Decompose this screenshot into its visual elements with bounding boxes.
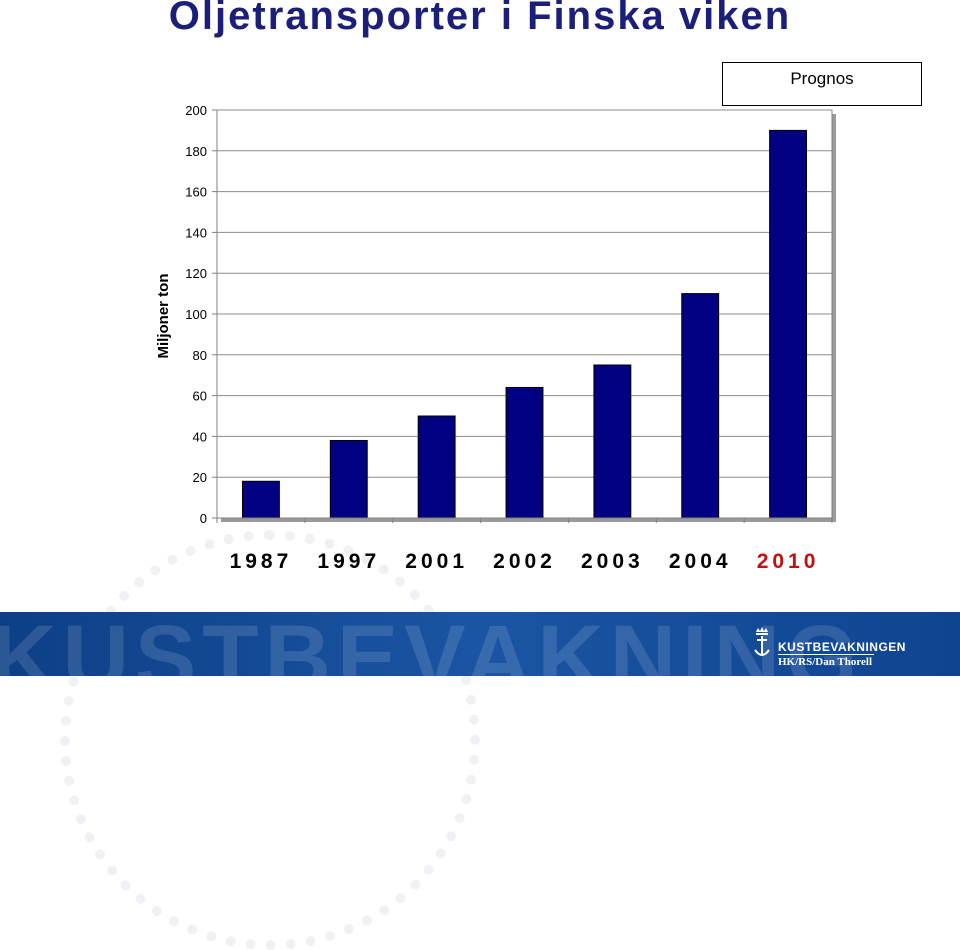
x-tick-label-1987: 1987 <box>230 550 293 573</box>
y-tick-label: 80 <box>193 348 207 363</box>
bar-2002 <box>505 386 544 519</box>
credit-text: HK/RS/Dan Thorell <box>778 656 873 668</box>
bar-chart: 0 20 40 60 80 100 120 140 160 180 200 1987 1997 2001… <box>185 103 836 573</box>
prognos-box: Prognos <box>722 62 922 106</box>
prognos-label: Prognos <box>790 69 854 88</box>
bar-2003 <box>593 364 632 519</box>
y-tick-label: 0 <box>200 511 207 526</box>
y-tick-label: 180 <box>185 144 207 159</box>
x-tick-label-2004: 2004 <box>669 550 732 573</box>
x-tick-label-2001: 2001 <box>405 550 468 573</box>
bar-2001 <box>417 415 456 519</box>
y-tick-label: 40 <box>193 429 207 444</box>
y-tick-label: 100 <box>185 307 207 322</box>
bar-1987 <box>241 480 280 519</box>
bar-2010 <box>769 129 808 519</box>
logo-divider <box>778 654 874 655</box>
x-tick-label-2010: 2010 <box>757 550 820 573</box>
y-tick-label: 140 <box>185 225 207 240</box>
footer-watermark: KUSTBEVAKNING <box>0 612 864 676</box>
x-tick-label-2002: 2002 <box>493 550 556 573</box>
y-tick-label: 60 <box>193 389 207 404</box>
x-tick-label-2003: 2003 <box>581 550 644 573</box>
bar-2004 <box>681 293 720 519</box>
logo-name: KUSTBEVAKNINGEN <box>778 640 906 654</box>
x-tick-label-1997: 1997 <box>317 550 380 573</box>
bar-1997 <box>329 439 368 519</box>
y-tick-label: 120 <box>185 266 207 281</box>
crown-anchor-icon <box>754 627 770 656</box>
y-tick-label: 160 <box>185 185 207 200</box>
logo-block: KUSTBEVAKNINGEN HK/RS/Dan Thorell <box>752 626 952 670</box>
y-tick-label: 20 <box>193 470 207 485</box>
footer-banner: KUSTBEVAKNING <box>0 612 960 676</box>
y-tick-label: 200 <box>185 103 207 118</box>
chart-title: Oljetransporter i Finska viken <box>168 0 792 38</box>
